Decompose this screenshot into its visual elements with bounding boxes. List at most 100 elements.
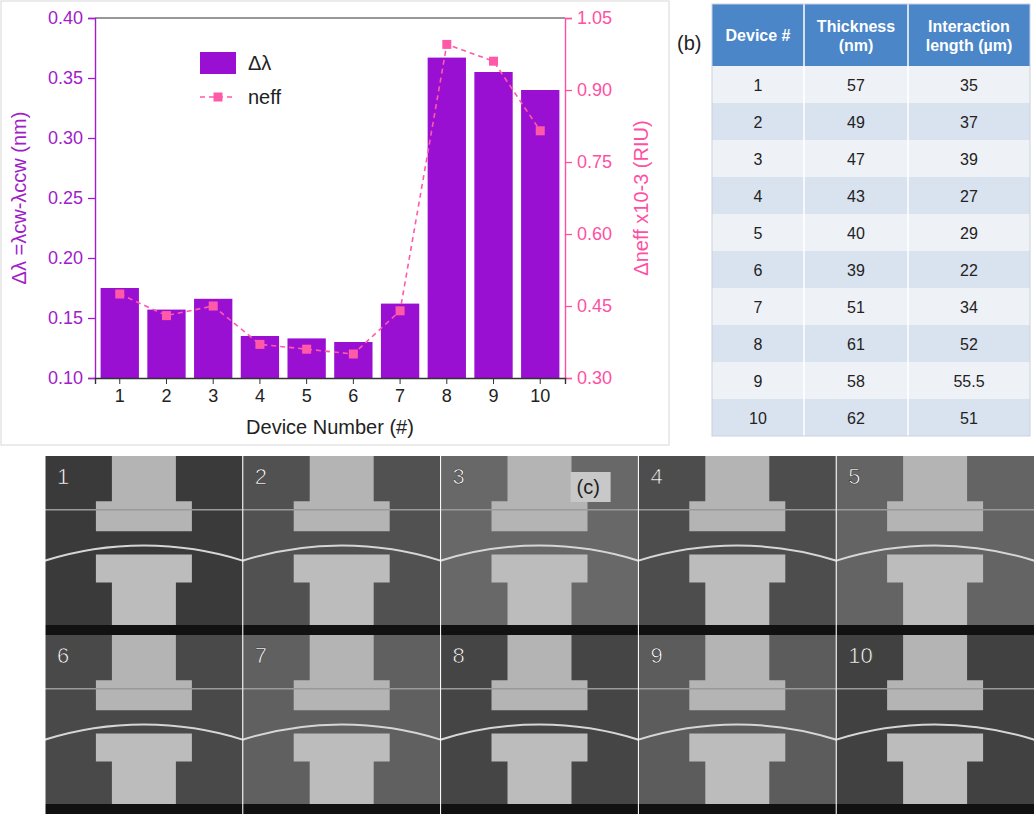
legend-label: Δλ — [248, 52, 271, 74]
sem-image — [243, 456, 441, 635]
image-separator — [638, 635, 639, 814]
tick-mark — [565, 234, 572, 235]
tick-label: 1.05 — [577, 8, 612, 28]
image-strip — [45, 625, 243, 635]
panel-label: (b) — [677, 32, 701, 54]
marker — [489, 57, 498, 66]
image-strip — [243, 804, 441, 814]
column-head-line: Thickness — [817, 18, 895, 35]
marker — [209, 302, 218, 311]
image-strip — [836, 804, 1034, 814]
tick-label: 0.20 — [48, 248, 83, 268]
tick-label: 9 — [489, 386, 499, 406]
image-shape — [638, 725, 836, 815]
table-row-bg — [712, 362, 1030, 399]
tick-label: 0.25 — [48, 188, 83, 208]
table-cell: 57 — [847, 77, 865, 94]
table-cell: 27 — [960, 188, 978, 205]
tick: 4 — [255, 378, 265, 406]
image-shape — [96, 635, 192, 710]
column-head: Thickness (nm) — [817, 18, 895, 54]
image-shape — [887, 554, 983, 635]
image-label: 9 — [650, 643, 662, 668]
table-row-bg — [712, 399, 1030, 436]
tick-mark — [400, 378, 401, 384]
tick: 7 — [395, 378, 405, 406]
panel-label: (c) — [577, 476, 600, 498]
image-label: 5 — [848, 464, 860, 489]
axis: 12345678910 — [96, 378, 566, 406]
image-shape — [689, 733, 785, 814]
tick: 2 — [161, 378, 171, 406]
axis-line — [88, 19, 96, 379]
tick: 0.40 — [48, 8, 95, 28]
image-separator — [242, 456, 243, 635]
image-shape — [294, 635, 390, 710]
sem-image — [45, 456, 243, 635]
tick-label: 3 — [208, 386, 218, 406]
tick: 0.75 — [565, 152, 612, 172]
tick-mark — [88, 258, 95, 259]
image-shape — [689, 554, 785, 635]
legend-label: neff — [248, 86, 281, 108]
tick: 5 — [302, 378, 312, 406]
bar — [194, 299, 232, 378]
table-cell: 39 — [847, 262, 865, 279]
image-shape — [887, 733, 983, 814]
tick: 8 — [442, 378, 452, 406]
column-head-line: (nm) — [839, 37, 874, 54]
bar — [381, 304, 419, 378]
table-cell: 51 — [960, 410, 978, 427]
image-strip — [836, 625, 1034, 635]
image-label: 1 — [57, 464, 69, 489]
tick-label: 0.45 — [577, 296, 612, 316]
table-cell: 29 — [960, 225, 978, 242]
table-cell: 37 — [960, 114, 978, 131]
tick-label: 7 — [395, 386, 405, 406]
table-cell: 40 — [847, 225, 865, 242]
tick-mark — [493, 378, 494, 384]
image-separator — [242, 635, 243, 814]
table-header-bg — [712, 4, 1030, 66]
image-separator — [638, 456, 639, 635]
marker — [255, 340, 264, 349]
image-strip — [441, 804, 639, 814]
tick: 1.05 — [565, 8, 612, 28]
tick-label: 0.75 — [577, 152, 612, 172]
image-shape — [836, 725, 1034, 815]
tick-label: 8 — [442, 386, 452, 406]
image-label: 7 — [255, 643, 267, 668]
image-shape — [836, 509, 1034, 511]
y2-axis-title: Δneff x10-3 (RIU) — [630, 120, 652, 275]
table-cell: 52 — [960, 336, 978, 353]
table-cell: 6 — [754, 262, 763, 279]
image-shape — [492, 733, 588, 814]
tick-mark — [446, 378, 447, 384]
image-strip — [638, 804, 836, 814]
tick-mark — [259, 378, 260, 384]
tick: 0.30 — [565, 368, 612, 388]
tick-label: 0.35 — [48, 68, 83, 88]
image-strip — [243, 625, 441, 635]
tick-mark — [540, 378, 541, 384]
image-separator — [440, 635, 441, 814]
image-shape — [441, 509, 639, 511]
marker — [349, 350, 358, 359]
image-shape — [887, 456, 983, 531]
image-shape — [45, 688, 243, 690]
tick-mark — [88, 18, 95, 19]
image-separator — [45, 635, 46, 814]
image-shape — [243, 509, 441, 511]
image-shape — [441, 688, 639, 690]
tick-mark — [565, 90, 572, 91]
image-shape — [96, 733, 192, 814]
image-shape — [96, 554, 192, 635]
tick: 3 — [208, 378, 218, 406]
tick-mark — [88, 318, 95, 319]
image-label: 6 — [57, 643, 69, 668]
image-label: 2 — [255, 464, 267, 489]
marker — [302, 345, 311, 354]
legend: Δλ neff — [200, 52, 281, 108]
table-rule — [803, 4, 805, 436]
bar — [287, 338, 325, 378]
